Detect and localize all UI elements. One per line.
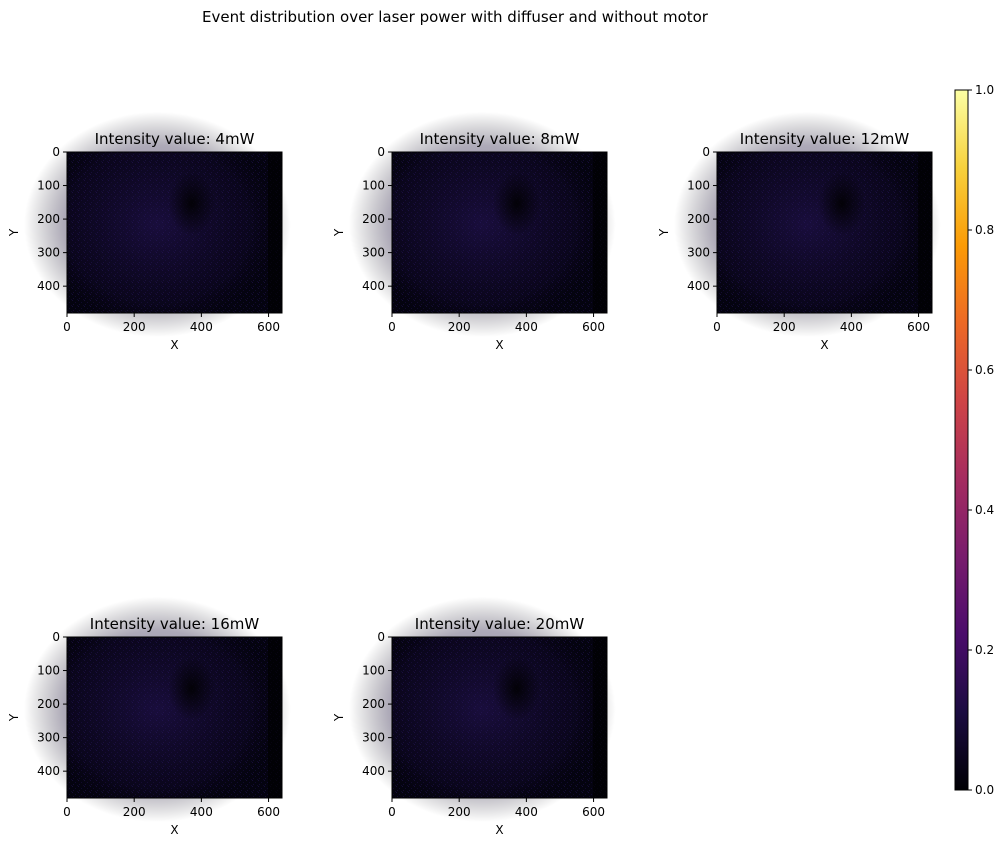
colorbar-tick-label: 0.6 [975, 363, 994, 377]
y-tick-label: 400 [362, 279, 385, 293]
colorbar-tick-label: 1.0 [975, 83, 994, 97]
x-axis-label: X [820, 338, 828, 352]
colorbar-gradient [954, 89, 969, 791]
y-axis-label: Y [7, 228, 21, 237]
x-tick-label: 400 [515, 805, 538, 819]
x-tick-label: 400 [515, 320, 538, 334]
heatmap-edge [593, 637, 607, 798]
y-tick-label: 0 [52, 630, 60, 644]
y-tick-label: 200 [362, 212, 385, 226]
y-tick-label: 100 [37, 179, 60, 193]
heatmap-panel: Intensity value: 20mW 0 200 400 600 0 100 200 30… [332, 596, 616, 837]
y-tick-label: 200 [37, 212, 60, 226]
x-tick-label: 600 [582, 320, 605, 334]
panel-title: Intensity value: 16mW [90, 615, 260, 633]
x-tick-label: 200 [123, 805, 146, 819]
heatmap-noise [67, 152, 282, 313]
y-tick-label: 200 [687, 212, 710, 226]
y-tick-label: 400 [687, 279, 710, 293]
y-tick-label: 300 [687, 246, 710, 260]
x-axis-label: X [495, 338, 503, 352]
axes-frame [66, 636, 283, 799]
axes-frame [391, 636, 608, 799]
heatmap-panel: Intensity value: 4mW 0 200 400 600 0 100 200 300… [7, 111, 291, 352]
x-tick-label: 200 [123, 320, 146, 334]
x-tick-label: 600 [257, 320, 280, 334]
y-tick-label: 0 [52, 145, 60, 159]
y-tick-label: 100 [362, 179, 385, 193]
panel-title: Intensity value: 8mW [420, 130, 580, 148]
y-tick-label: 400 [37, 279, 60, 293]
y-tick-label: 300 [362, 731, 385, 745]
x-tick-label: 600 [907, 320, 930, 334]
heatmap-dark-spot [493, 171, 541, 236]
x-tick-label: 200 [448, 805, 471, 819]
y-axis-label: Y [332, 713, 346, 722]
x-tick-label: 0 [63, 320, 71, 334]
y-tick-label: 200 [37, 697, 60, 711]
colorbar-tick-label: 0.4 [975, 503, 994, 517]
heatmap-panel: Intensity value: 8mW 0 200 400 600 0 100 200 300… [332, 111, 616, 352]
colorbar: 0.0 0.2 0.4 0.6 0.8 1.0 [954, 83, 994, 797]
heatmap-edge [268, 152, 282, 313]
x-tick-label: 0 [388, 320, 396, 334]
y-axis-label: Y [657, 228, 671, 237]
x-tick-label: 600 [257, 805, 280, 819]
colorbar-tick-label: 0.8 [975, 223, 994, 237]
x-axis-label: X [495, 823, 503, 837]
x-tick-label: 200 [773, 320, 796, 334]
heatmap-dark-spot [818, 171, 866, 236]
x-tick-label: 600 [582, 805, 605, 819]
colorbar-tick-label: 0.0 [975, 783, 994, 797]
colorbar-ticks: 0.0 0.2 0.4 0.6 0.8 1.0 [968, 83, 994, 797]
panel-title: Intensity value: 20mW [415, 615, 585, 633]
figure-suptitle: Event distribution over laser power with… [202, 8, 709, 26]
y-tick-label: 0 [377, 630, 385, 644]
axes-frame [716, 151, 933, 314]
axes-frame [391, 151, 608, 314]
y-tick-label: 400 [362, 764, 385, 778]
x-tick-label: 0 [63, 805, 71, 819]
x-tick-label: 400 [190, 320, 213, 334]
y-tick-label: 300 [362, 246, 385, 260]
x-tick-label: 0 [713, 320, 721, 334]
heatmap-noise [392, 152, 607, 313]
y-tick-label: 300 [37, 246, 60, 260]
heatmap-dark-spot [168, 171, 216, 236]
colorbar-tick-label: 0.2 [975, 643, 994, 657]
y-tick-label: 100 [362, 664, 385, 678]
y-tick-label: 200 [362, 697, 385, 711]
y-axis-label: Y [7, 713, 21, 722]
y-tick-label: 100 [37, 664, 60, 678]
x-tick-label: 400 [840, 320, 863, 334]
y-tick-label: 0 [702, 145, 710, 159]
x-tick-label: 0 [388, 805, 396, 819]
heatmap-panel: Intensity value: 12mW 0 200 400 600 0 100 200 30… [657, 111, 941, 352]
axes-frame [66, 151, 283, 314]
y-axis-label: Y [332, 228, 346, 237]
heatmap-panel: Intensity value: 16mW 0 200 400 600 0 100 200 30… [7, 596, 291, 837]
x-axis-label: X [170, 823, 178, 837]
heatmap-noise [67, 637, 282, 798]
heatmap-dark-spot [493, 656, 541, 721]
x-tick-label: 400 [190, 805, 213, 819]
heatmap-panels: Intensity value: 4mW 0 200 400 600 0 100 200 300… [7, 111, 941, 837]
x-tick-label: 200 [448, 320, 471, 334]
heatmap-edge [268, 637, 282, 798]
panel-title: Intensity value: 12mW [740, 130, 910, 148]
y-tick-label: 300 [37, 731, 60, 745]
heatmap-noise [392, 637, 607, 798]
heatmap-edge [918, 152, 932, 313]
heatmap-noise [717, 152, 932, 313]
y-tick-label: 100 [687, 179, 710, 193]
panel-title: Intensity value: 4mW [95, 130, 255, 148]
y-tick-label: 400 [37, 764, 60, 778]
y-tick-label: 0 [377, 145, 385, 159]
heatmap-edge [593, 152, 607, 313]
x-axis-label: X [170, 338, 178, 352]
heatmap-dark-spot [168, 656, 216, 721]
